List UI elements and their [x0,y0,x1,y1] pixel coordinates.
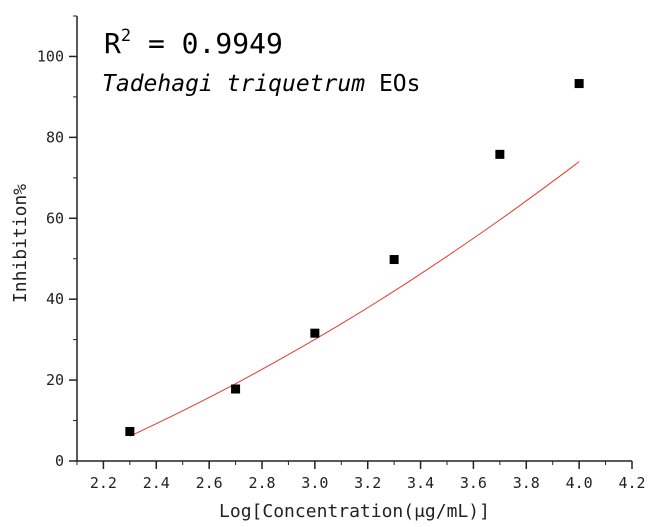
y-axis-title: Inhibition% [10,184,31,303]
x-tick-label: 3.2 [354,474,381,492]
r-squared-annotation: R2 = 0.9949 [104,26,283,60]
species-suffix: EOs [365,71,420,97]
x-tick-label: 3.6 [460,474,487,492]
x-axis-title: Log[Concentration(μg/mL)] [219,501,490,522]
fit-curve [129,161,580,437]
r-label: R [104,27,121,60]
r-value: = 0.9949 [131,27,283,60]
x-axis-ticks: 2.2 2.4 2.6 2.8 3.0 3.2 3.4 3.6 3.8 4.0 4.2 [76,461,646,492]
data-point [125,426,135,436]
x-tick-label: 2.6 [196,474,223,492]
species-name: Tadehagi triquetrum [102,71,365,97]
x-tick-label: 3.0 [301,474,328,492]
x-tick-label: 2.2 [90,474,117,492]
y-axis-ticks: 0 20 40 60 80 100 [37,15,77,470]
y-tick-label: 0 [55,452,64,470]
x-tick-label: 2.4 [143,474,170,492]
data-points [125,79,584,436]
data-point [310,328,320,338]
x-tick-label: 3.8 [513,474,540,492]
x-tick-label: 2.8 [248,474,275,492]
y-tick-label: 20 [46,371,64,389]
data-point [495,149,505,159]
x-tick-label: 4.2 [618,474,645,492]
species-annotation: Tadehagi triquetrum EOs [102,71,421,97]
r-superscript: 2 [121,26,131,46]
y-tick-label: 80 [46,128,64,146]
data-point [389,255,399,265]
data-point [231,384,241,394]
y-tick-label: 40 [46,290,64,308]
x-tick-label: 4.0 [566,474,593,492]
y-tick-label: 100 [37,47,64,65]
y-tick-label: 60 [46,209,64,227]
data-point [574,79,584,89]
x-tick-label: 3.4 [407,474,434,492]
